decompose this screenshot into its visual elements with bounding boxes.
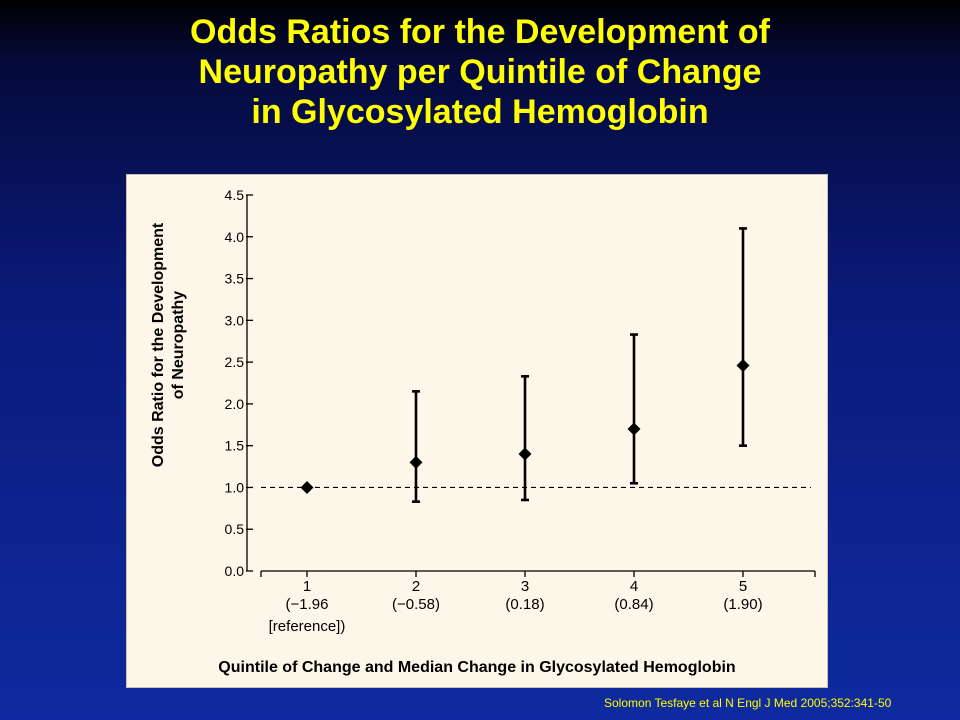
x-category-sublabel: [reference]) xyxy=(269,618,346,635)
x-category-label: 1 xyxy=(303,578,311,595)
y-tick-label: 2.5 xyxy=(225,354,245,370)
y-tick-label: 0.0 xyxy=(225,563,245,579)
x-category-label: 4 xyxy=(630,578,638,595)
x-category-sublabel: (0.84) xyxy=(614,596,653,613)
y-tick-label: 1.0 xyxy=(225,479,245,495)
y-tick-label: 3.5 xyxy=(225,271,245,287)
x-category-label: 3 xyxy=(521,578,529,595)
x-category-label: 5 xyxy=(739,578,747,595)
chart-panel: 0.0 0.5 1.0 1.5 2.0 2.5 3.0 3.5 4.0 4.5 1 (−1.96 [re… xyxy=(126,174,828,688)
y-tick-label: 3.0 xyxy=(225,312,245,328)
y-tick-label: 4.5 xyxy=(225,187,245,203)
slide-title-line: Neuropathy per Quintile of Change xyxy=(198,53,762,91)
x-category-label: 2 xyxy=(412,578,420,595)
y-tick-label: 2.0 xyxy=(225,396,245,412)
odds-ratio-point xyxy=(518,447,532,461)
x-category-sublabel: (1.90) xyxy=(723,596,762,613)
y-tick-label: 4.0 xyxy=(225,229,245,245)
x-category-sublabel: (0.18) xyxy=(505,596,544,613)
y-axis-title-line: Odds Ratio for the Development xyxy=(150,222,167,467)
odds-ratio-point xyxy=(736,358,750,372)
x-category-sublabel: (−0.58) xyxy=(392,596,440,613)
slide-title: Odds Ratios for the Development of Neuro… xyxy=(0,12,960,132)
odds-ratio-chart: 0.0 0.5 1.0 1.5 2.0 2.5 3.0 3.5 4.0 4.5 1(−1.96 [re… xyxy=(150,187,816,676)
odds-ratio-point xyxy=(409,455,423,469)
x-category-sublabel: (−1.96 xyxy=(286,596,329,613)
citation: Solomon Tesfaye et al N Engl J Med 2005;… xyxy=(604,697,892,710)
y-axis-title-line: of Neuropathy xyxy=(170,291,187,400)
odds-ratio-point xyxy=(300,480,314,494)
slide-title-line: Odds Ratios for the Development of xyxy=(190,13,770,51)
y-tick-label: 1.5 xyxy=(225,438,245,454)
x-axis-title: Quintile of Change and Median Change in … xyxy=(218,659,735,676)
slide-title-line: in Glycosylated Hemoglobin xyxy=(251,93,709,131)
y-tick-label: 0.5 xyxy=(225,521,245,537)
odds-ratio-point xyxy=(627,422,641,436)
